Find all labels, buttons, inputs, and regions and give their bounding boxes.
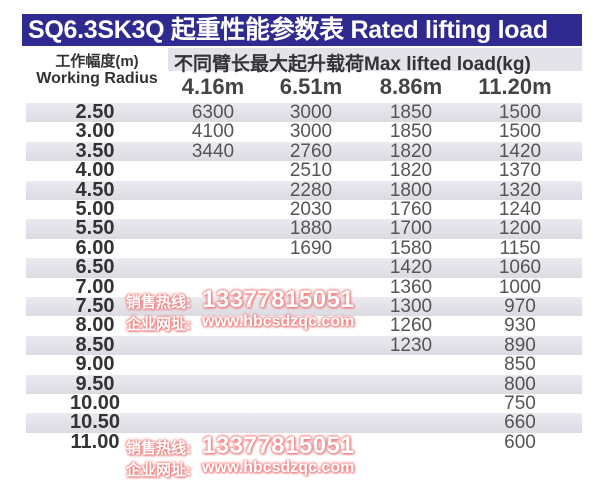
load-cell: 3440 (191, 140, 235, 162)
load-cell: 1420 (498, 140, 542, 162)
load-cell: 2760 (289, 140, 333, 162)
load-cell: 1370 (498, 160, 542, 182)
load-cell: 1820 (389, 140, 433, 162)
load-cell: 2280 (289, 179, 333, 201)
load-cell: 1820 (389, 160, 433, 182)
table-row: 5.00 2030 1760 1240 (26, 198, 582, 220)
max-load-header: 不同臂长最大起升载荷Max lifted load(kg) (174, 54, 531, 75)
load-cell: 970 (504, 296, 536, 317)
radius-cell: 9.50 (75, 372, 115, 395)
load-cell: 1320 (498, 179, 542, 201)
load-cell: 930 (504, 315, 536, 337)
load-cell: 6300 (191, 102, 235, 123)
table-row: 4.00 2510 1820 1370 (26, 159, 582, 182)
table-row: 10.00 750 (26, 392, 582, 414)
table-row: 4.50 2280 1800 1320 (26, 178, 582, 201)
table-row: 11.00 600 (26, 430, 582, 453)
table-row: 2.50 6300 3000 1850 1500 (26, 101, 582, 123)
radius-cell: 6.50 (75, 256, 115, 279)
radius-cell: 6.00 (75, 236, 115, 259)
watermark-hotline: 13377815051 (202, 432, 355, 459)
radius-cell: 2.50 (75, 101, 115, 123)
load-cell: 1850 (389, 121, 433, 143)
radius-cell: 10.50 (69, 411, 121, 434)
radius-cell: 8.50 (75, 333, 115, 356)
load-cell: 1230 (389, 334, 433, 356)
load-cell: 3000 (289, 102, 333, 123)
table-row: 3.00 4100 3000 1850 1500 (26, 120, 582, 143)
watermark-site: www.hbcsdzqc.com (202, 459, 355, 476)
header-band (168, 48, 582, 71)
table-row: 7.50 1300 970 (26, 295, 582, 317)
radius-cell: 4.50 (75, 178, 115, 201)
load-cell: 600 (504, 431, 536, 453)
load-cell: 1420 (389, 257, 433, 279)
boom-length-header: 11.20m (478, 74, 552, 99)
load-cell: 1150 (499, 237, 541, 259)
load-cell: 1240 (498, 199, 542, 220)
load-cell: 1300 (389, 296, 433, 317)
boom-length-header: 4.16m (181, 74, 245, 99)
load-cell: 1200 (498, 218, 542, 240)
load-cell: 800 (504, 373, 536, 395)
watermark-site-label: 企业网址: (126, 462, 191, 479)
load-cell: 4100 (191, 121, 235, 143)
load-cell: 2030 (289, 199, 333, 220)
load-cell: 2510 (289, 160, 333, 182)
radius-cell: 7.00 (75, 275, 115, 298)
load-cell: 1260 (389, 315, 433, 337)
load-cell: 1500 (498, 121, 542, 143)
watermark-hotline-label: 销售热线: (126, 440, 191, 457)
load-cell: 1700 (389, 218, 433, 240)
table-title: SQ6.3SK3Q 起重性能参数表 Rated lifting load (22, 14, 582, 46)
table-row: 5.50 1880 1700 1200 (26, 217, 582, 240)
radius-cell: 4.00 (75, 159, 115, 182)
load-cell: 1760 (389, 199, 433, 220)
load-cell: 1690 (289, 237, 333, 259)
table-row: 10.50 660 (26, 411, 582, 434)
table-row: 3.50 3440 2760 1820 1420 (26, 139, 582, 162)
load-cell: 850 (504, 354, 536, 376)
table-row: 7.00 1360 1000 (26, 275, 582, 298)
load-cell: 3000 (289, 121, 333, 143)
boom-length-header: 6.51m (279, 74, 343, 99)
load-cell: 1060 (498, 257, 542, 279)
table-row: 9.50 800 (26, 372, 582, 395)
load-cell: 890 (504, 334, 536, 356)
radius-cell: 11.00 (70, 430, 120, 453)
load-cell: 1500 (498, 102, 542, 123)
radius-cell: 5.00 (75, 198, 115, 220)
load-cell: 1580 (389, 237, 433, 259)
watermark-hotline: 13377815051 (202, 286, 355, 313)
load-cell: 1000 (498, 276, 542, 298)
radius-cell: 3.50 (75, 139, 115, 162)
radius-cell: 5.50 (75, 217, 115, 240)
table-row: 6.50 1420 1060 (26, 256, 582, 279)
table-row: 8.00 1260 930 (26, 314, 582, 337)
watermark-site-label: 企业网址: (126, 316, 191, 333)
radius-cell: 8.00 (75, 314, 115, 337)
table-row: 9.00 850 (26, 353, 582, 376)
radius-header-en: Working Radius (36, 70, 158, 87)
radius-cell: 7.50 (75, 295, 115, 317)
radius-header-cn: 工作幅度(m) (55, 53, 139, 70)
load-cell: 1880 (289, 218, 333, 240)
load-cell: 1360 (389, 276, 433, 298)
radius-cell: 9.00 (75, 353, 115, 376)
table-row: 6.00 1690 1580 1150 (26, 236, 582, 259)
load-cell: 750 (504, 393, 536, 414)
radius-cell: 10.00 (69, 392, 121, 414)
boom-length-header: 8.86m (379, 74, 443, 99)
watermark-hotline-label: 销售热线: (126, 294, 191, 311)
radius-cell: 3.00 (75, 120, 115, 143)
load-cell: 660 (504, 412, 536, 434)
table-row: 8.50 1230 890 (26, 333, 582, 356)
load-cell: 1850 (389, 102, 433, 123)
load-cell: 1800 (389, 179, 433, 201)
watermark-site: www.hbcsdzqc.com (202, 313, 355, 330)
